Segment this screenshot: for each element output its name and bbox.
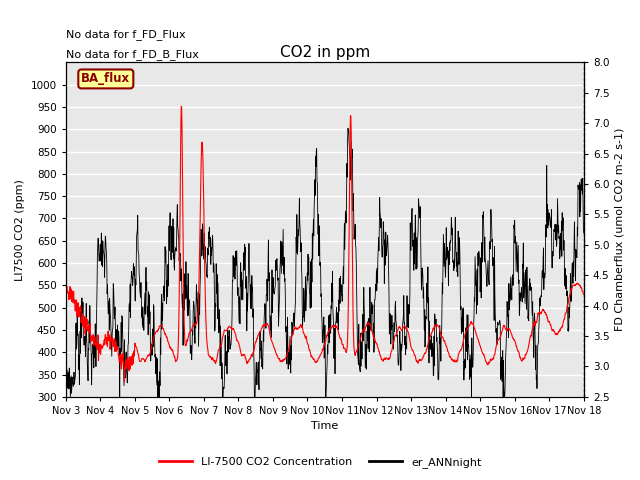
Text: BA_flux: BA_flux (81, 72, 131, 85)
Y-axis label: LI7500 CO2 (ppm): LI7500 CO2 (ppm) (15, 179, 25, 280)
Title: CO2 in ppm: CO2 in ppm (280, 45, 370, 60)
Text: No data for f_FD_B_Flux: No data for f_FD_B_Flux (66, 49, 198, 60)
Legend: LI-7500 CO2 Concentration, er_ANNnight: LI-7500 CO2 Concentration, er_ANNnight (154, 452, 486, 472)
X-axis label: Time: Time (311, 421, 339, 432)
Text: No data for f_FD_Flux: No data for f_FD_Flux (66, 29, 186, 40)
Y-axis label: FD Chamberflux (umol CO2 m-2 s-1): FD Chamberflux (umol CO2 m-2 s-1) (615, 128, 625, 331)
